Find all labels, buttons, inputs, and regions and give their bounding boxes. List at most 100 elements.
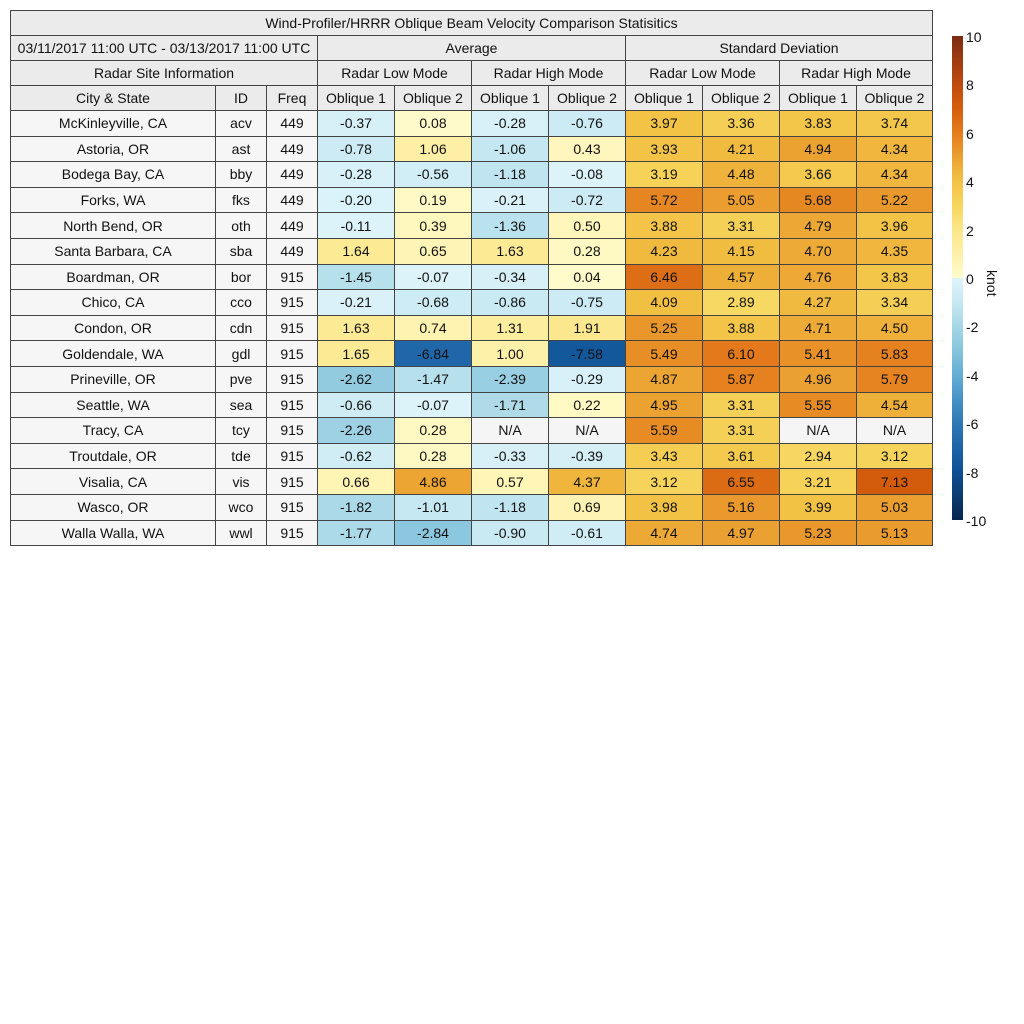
freq-cell: 449 bbox=[266, 110, 318, 137]
city-cell: Forks, WA bbox=[10, 186, 216, 214]
date-range: 03/11/2017 11:00 UTC - 03/13/2017 11:00 … bbox=[10, 35, 318, 61]
value-cell: 1.64 bbox=[317, 237, 395, 265]
value-cell: 3.99 bbox=[779, 493, 857, 521]
colorbar-tick-label: 2 bbox=[966, 222, 974, 239]
value-cell: -2.62 bbox=[317, 365, 395, 393]
value-cell: 1.31 bbox=[471, 314, 549, 342]
value-cell: -7.58 bbox=[548, 340, 626, 367]
value-cell: 3.96 bbox=[856, 212, 933, 239]
value-cell: 2.89 bbox=[702, 289, 780, 316]
value-cell: -0.28 bbox=[471, 110, 549, 137]
site-id-cell: cco bbox=[215, 289, 267, 316]
value-cell: 6.46 bbox=[625, 263, 703, 291]
site-info-header: Radar Site Information bbox=[10, 60, 318, 86]
colorbar-tick-label: -10 bbox=[966, 513, 987, 529]
value-cell: 5.23 bbox=[779, 519, 857, 547]
city-cell: Wasco, OR bbox=[10, 493, 216, 521]
value-cell: 5.72 bbox=[625, 186, 703, 214]
city-cell: Walla Walla, WA bbox=[10, 519, 216, 547]
value-cell: 3.43 bbox=[625, 442, 703, 470]
value-cell: -1.01 bbox=[394, 493, 472, 521]
value-cell: 4.79 bbox=[779, 212, 857, 239]
table-title: Wind-Profiler/HRRR Oblique Beam Velocity… bbox=[10, 10, 933, 36]
value-cell: -1.71 bbox=[471, 391, 549, 419]
site-id-cell: wco bbox=[215, 493, 267, 521]
value-cell: 5.55 bbox=[779, 391, 857, 419]
value-cell: 3.83 bbox=[856, 263, 933, 291]
colorbar-tick-label: -4 bbox=[966, 367, 979, 384]
city-cell: Boardman, OR bbox=[10, 263, 216, 291]
value-cell: 0.69 bbox=[548, 493, 626, 521]
value-cell: 4.57 bbox=[702, 263, 780, 291]
site-id-cell: cdn bbox=[215, 314, 267, 342]
table-row: Seattle, WA sea 915 -0.66 -0.07 -1.71 0.22 4.95… bbox=[10, 391, 933, 419]
value-cell: -0.28 bbox=[317, 161, 395, 188]
city-cell: Bodega Bay, CA bbox=[10, 161, 216, 188]
group-std-dev: Standard Deviation bbox=[625, 35, 933, 61]
colorbar-tick-label: -8 bbox=[966, 464, 979, 481]
colorbar-tick-label: -6 bbox=[966, 416, 979, 433]
city-cell: McKinleyville, CA bbox=[10, 110, 216, 137]
column-header: Oblique 1 bbox=[625, 85, 703, 111]
value-cell: 3.74 bbox=[856, 110, 933, 137]
value-cell: 5.25 bbox=[625, 314, 703, 342]
city-cell: Tracy, CA bbox=[10, 417, 216, 444]
colorbar-label: knot bbox=[984, 270, 1000, 297]
column-header: ID bbox=[215, 85, 267, 111]
value-cell: 4.70 bbox=[779, 237, 857, 265]
freq-cell: 915 bbox=[266, 365, 318, 393]
column-header: Oblique 2 bbox=[394, 85, 472, 111]
freq-cell: 449 bbox=[266, 161, 318, 188]
site-id-cell: ast bbox=[215, 135, 267, 163]
value-cell: 5.83 bbox=[856, 340, 933, 367]
value-cell: 1.06 bbox=[394, 135, 472, 163]
freq-cell: 449 bbox=[266, 135, 318, 163]
value-cell: 0.65 bbox=[394, 237, 472, 265]
value-cell: 3.88 bbox=[625, 212, 703, 239]
value-cell: 5.49 bbox=[625, 340, 703, 367]
value-cell: N/A bbox=[779, 417, 857, 444]
value-cell: 5.05 bbox=[702, 186, 780, 214]
table-row: Astoria, OR ast 449 -0.78 1.06 -1.06 0.43 3.93 4… bbox=[10, 135, 933, 163]
value-cell: -0.68 bbox=[394, 289, 472, 316]
value-cell: 5.79 bbox=[856, 365, 933, 393]
value-cell: 4.96 bbox=[779, 365, 857, 393]
value-cell: 0.19 bbox=[394, 186, 472, 214]
value-cell: 4.48 bbox=[702, 161, 780, 188]
site-id-cell: acv bbox=[215, 110, 267, 137]
value-cell: -0.07 bbox=[394, 263, 472, 291]
table-row: Troutdale, OR tde 915 -0.62 0.28 -0.33 -0.39 3.… bbox=[10, 442, 933, 470]
column-header: City & State bbox=[10, 85, 216, 111]
value-cell: 6.55 bbox=[702, 468, 780, 495]
value-cell: 4.34 bbox=[856, 161, 933, 188]
value-cell: 1.63 bbox=[317, 314, 395, 342]
freq-cell: 915 bbox=[266, 417, 318, 444]
freq-cell: 915 bbox=[266, 289, 318, 316]
value-cell: 4.37 bbox=[548, 468, 626, 495]
value-cell: 4.94 bbox=[779, 135, 857, 163]
value-cell: -0.37 bbox=[317, 110, 395, 137]
value-cell: 3.21 bbox=[779, 468, 857, 495]
value-cell: -1.36 bbox=[471, 212, 549, 239]
value-cell: 0.08 bbox=[394, 110, 472, 137]
value-cell: 4.86 bbox=[394, 468, 472, 495]
city-cell: North Bend, OR bbox=[10, 212, 216, 239]
column-header: Oblique 2 bbox=[702, 85, 780, 111]
city-cell: Chico, CA bbox=[10, 289, 216, 316]
value-cell: 4.97 bbox=[702, 519, 780, 547]
value-cell: 4.21 bbox=[702, 135, 780, 163]
column-header: Oblique 2 bbox=[856, 85, 933, 111]
value-cell: -1.18 bbox=[471, 493, 549, 521]
value-cell: 1.63 bbox=[471, 237, 549, 265]
city-cell: Troutdale, OR bbox=[10, 442, 216, 470]
value-cell: -2.39 bbox=[471, 365, 549, 393]
value-cell: 1.65 bbox=[317, 340, 395, 367]
column-header: Oblique 1 bbox=[317, 85, 395, 111]
mode-header: Radar High Mode bbox=[471, 60, 626, 86]
value-cell: 3.31 bbox=[702, 391, 780, 419]
freq-cell: 449 bbox=[266, 212, 318, 239]
value-cell: 4.54 bbox=[856, 391, 933, 419]
freq-cell: 915 bbox=[266, 340, 318, 367]
value-cell: -2.26 bbox=[317, 417, 395, 444]
table-row: Tracy, CA tcy 915 -2.26 0.28 N/A N/A 5.59 3.31 N/… bbox=[10, 417, 933, 444]
